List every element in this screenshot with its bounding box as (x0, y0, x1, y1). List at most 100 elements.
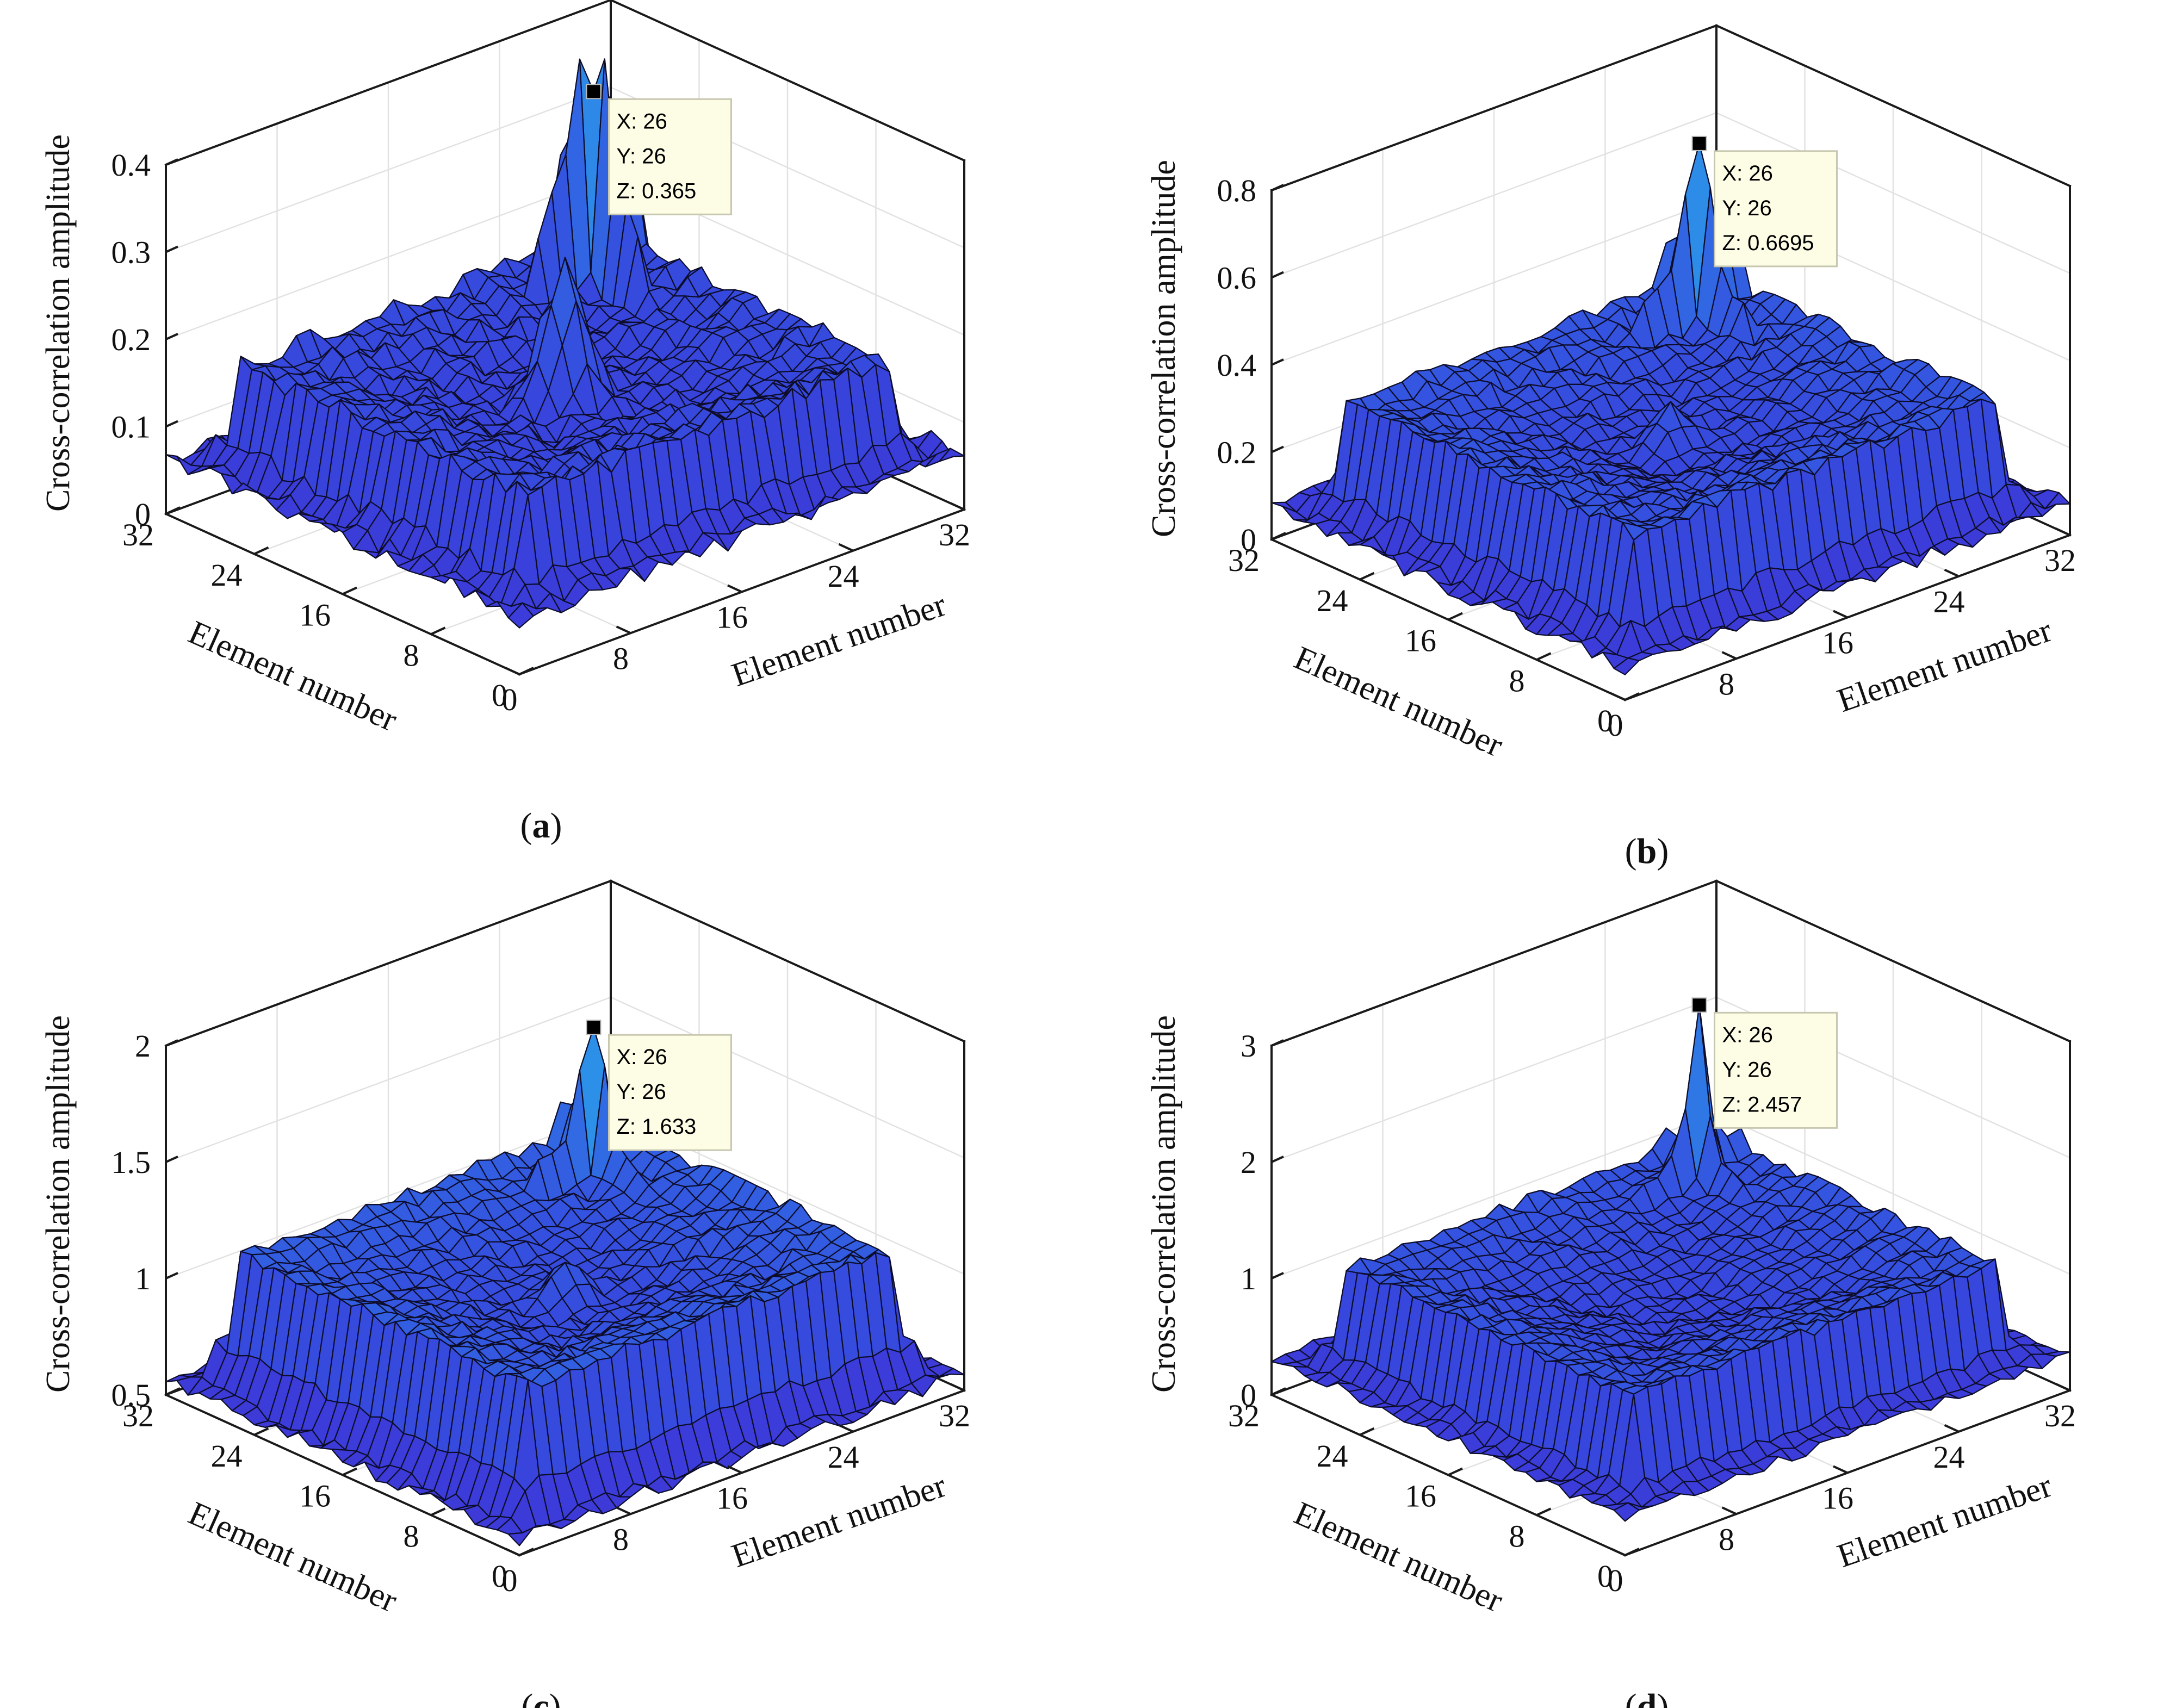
x-tick (1721, 1506, 1737, 1516)
datatip-marker[interactable] (586, 84, 602, 100)
surface-face (507, 602, 534, 629)
datatip-box (608, 98, 732, 215)
z-tick-label: 0.2 (1217, 435, 1257, 470)
y-axis-label: Element number (1289, 1495, 1509, 1620)
caption-open: ( (521, 1687, 533, 1708)
y-tick (1536, 1507, 1552, 1517)
z-tick (165, 1388, 178, 1396)
y-tick-label: 8 (404, 1518, 419, 1554)
datatip-box (1714, 1011, 1838, 1129)
caption-letter: d (1637, 1687, 1657, 1708)
x-tick-label: 0 (502, 1563, 518, 1598)
z-axis-label: Cross-correlation amplitude (40, 134, 77, 512)
y-axis-label: Element number (183, 1495, 403, 1620)
y-tick-label: 16 (299, 1479, 331, 1514)
z-tick-label: 2 (1241, 1145, 1256, 1180)
datatip-y: Y: 26 (617, 144, 666, 168)
x-tick (950, 1383, 965, 1392)
caption-open: ( (520, 806, 532, 846)
z-tick-label: 2 (135, 1028, 151, 1064)
z-tick (165, 1272, 178, 1280)
z-tick-label: 0.2 (111, 322, 151, 357)
y-tick (1448, 1467, 1463, 1476)
y-axis-label: Element number (1289, 639, 1509, 765)
y-tick (519, 667, 534, 675)
y-tick-label: 0 (1597, 703, 1613, 738)
y-tick-label: 16 (1405, 623, 1436, 659)
y-axis-label: Element number (183, 614, 403, 739)
datatip-y: Y: 26 (1722, 1058, 1772, 1082)
x-tick (838, 543, 854, 552)
datatip[interactable]: X: 26 Y: 26 Z: 0.6695 (1691, 135, 1838, 268)
panel-caption: (b) (1625, 831, 1669, 871)
x-axis-label: Element number (727, 1467, 951, 1575)
y-tick-label: 32 (1228, 1398, 1260, 1433)
z-axis-label: Cross-correlation amplitude (1145, 1015, 1182, 1393)
datatip-marker[interactable] (586, 1020, 602, 1035)
x-tick (1833, 610, 1848, 619)
y-tick (1536, 652, 1552, 661)
datatip-box (1714, 150, 1838, 268)
z-tick (165, 245, 178, 253)
y-tick (1359, 1427, 1375, 1436)
surface (165, 1027, 965, 1546)
y-tick-label: 24 (1317, 583, 1348, 618)
z-tick (1271, 1388, 1284, 1396)
y-tick (430, 1507, 446, 1517)
caption-open: ( (1625, 831, 1637, 871)
x-tick (2055, 1383, 2070, 1392)
datatip-x: X: 26 (617, 109, 667, 133)
x-tick-label: 32 (2044, 1398, 2076, 1433)
y-tick-label: 8 (1509, 1518, 1525, 1554)
axis-edge (1270, 879, 1718, 1047)
x-tick-label: 16 (1822, 625, 1853, 661)
datatip[interactable]: X: 26 Y: 26 Z: 1.633 (586, 1020, 732, 1151)
x-tick (2055, 527, 2070, 536)
datatip[interactable]: X: 26 Y: 26 Z: 0.365 (586, 84, 732, 215)
x-tick-label: 16 (716, 1481, 748, 1516)
y-tick (342, 586, 357, 595)
z-tick-label: 1 (135, 1261, 151, 1296)
z-tick-label: 0 (1241, 522, 1256, 557)
caption-letter: b (1637, 831, 1657, 871)
y-tick-label: 32 (122, 1398, 154, 1433)
y-tick-label: 24 (1317, 1438, 1348, 1474)
z-tick (165, 158, 178, 166)
x-tick-label: 0 (502, 682, 518, 717)
x-tick-label: 8 (1719, 666, 1734, 701)
x-tick (950, 502, 965, 511)
x-tick-label: 8 (613, 1521, 629, 1557)
x-tick (1944, 1424, 1960, 1433)
y-tick (253, 546, 269, 555)
x-tick (1833, 1465, 1848, 1474)
caption-close: ) (549, 1687, 561, 1708)
datatip-marker[interactable] (1691, 997, 1707, 1013)
x-tick-label: 24 (828, 1439, 859, 1475)
z-tick (1271, 1156, 1284, 1163)
datatip-marker[interactable] (1691, 135, 1707, 151)
z-tick (1271, 1039, 1284, 1047)
panel-caption: (d) (1625, 1687, 1669, 1708)
z-tick (1271, 184, 1284, 191)
z-tick-label: 0.6 (1217, 260, 1257, 296)
surface (1270, 142, 2071, 675)
caption-letter: a (532, 806, 550, 846)
x-tick (1610, 692, 1626, 701)
x-tick-label: 24 (828, 558, 859, 594)
y-tick-label: 24 (211, 1438, 243, 1474)
axis-edge (609, 879, 966, 1043)
axis-edge (1715, 879, 2072, 1043)
x-tick-label: 8 (1719, 1521, 1734, 1557)
datatip[interactable]: X: 26 Y: 26 Z: 2.457 (1691, 997, 1838, 1129)
caption-close: ) (1657, 1687, 1669, 1708)
datatip-z: Z: 2.457 (1722, 1092, 1802, 1116)
y-tick-label: 0 (492, 1558, 507, 1594)
x-tick-label: 32 (2044, 543, 2076, 578)
y-tick (342, 1467, 357, 1476)
y-tick-label: 32 (122, 517, 154, 552)
surface-face (507, 1527, 534, 1546)
datatip-x: X: 26 (1722, 1023, 1773, 1047)
z-tick-label: 0 (135, 496, 151, 532)
